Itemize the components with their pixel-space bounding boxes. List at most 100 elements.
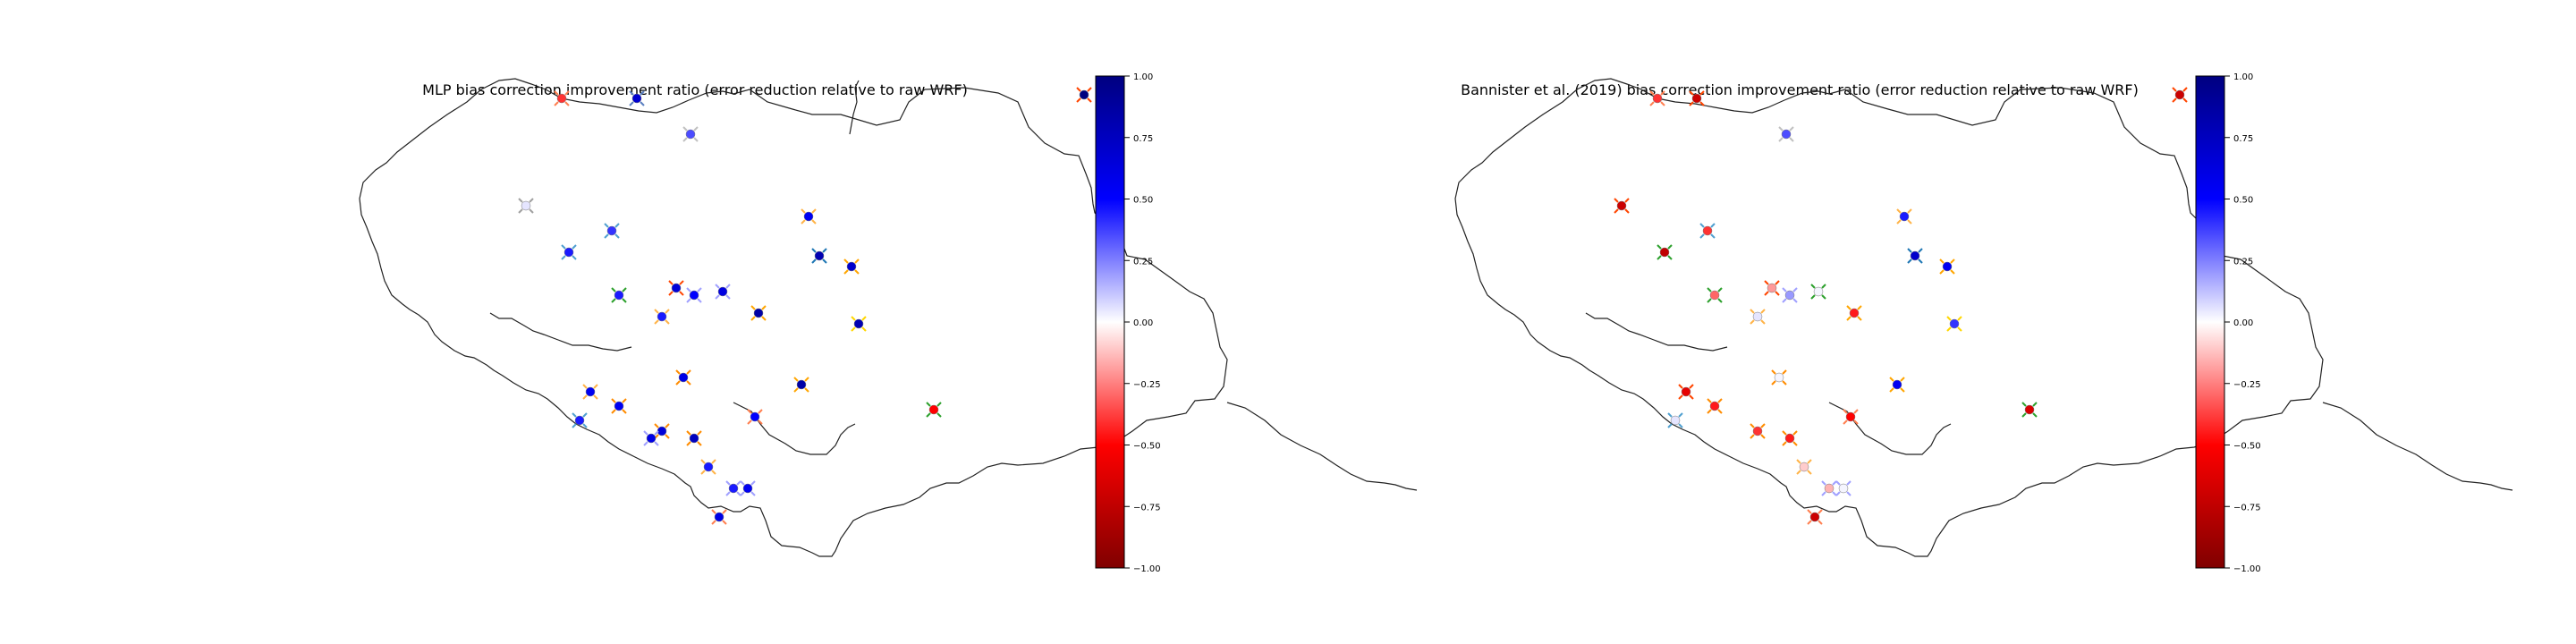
mlp-station-marker bbox=[811, 219, 817, 225]
bannister-colorbar-gradient bbox=[2195, 75, 2225, 569]
mlp-station-point bbox=[750, 411, 760, 422]
bannister-station-marker bbox=[1707, 398, 1712, 403]
bannister-station-16 bbox=[1946, 316, 1962, 332]
mlp-station-marker bbox=[611, 398, 616, 403]
mlp-station-marker bbox=[518, 208, 523, 214]
bannister-station-marker bbox=[1796, 459, 1801, 464]
mlp-station-24 bbox=[643, 430, 659, 446]
mlp-station-marker bbox=[750, 316, 756, 321]
bannister-station-marker bbox=[1699, 101, 1705, 106]
mlp-station-point bbox=[556, 93, 567, 104]
bannister-station-marker bbox=[1649, 101, 1655, 106]
bannister-station-marker bbox=[1939, 258, 1945, 264]
mlp-station-marker bbox=[750, 480, 756, 486]
mlp-station-marker bbox=[693, 126, 699, 131]
bannister-station-marker bbox=[1775, 291, 1780, 296]
mlp-station-marker bbox=[747, 419, 752, 425]
mlp-station-marker bbox=[629, 90, 634, 96]
bannister-station-14 bbox=[1846, 305, 1862, 321]
bannister-station-marker bbox=[1821, 284, 1826, 289]
bannister-station-marker bbox=[1614, 198, 1619, 203]
mlp-station-marker bbox=[654, 319, 659, 325]
bannister-station-point bbox=[1784, 290, 1795, 301]
mlp-colorbar-tick-label: 0.75 bbox=[1133, 134, 1153, 144]
mlp-station-marker bbox=[582, 394, 588, 400]
bannister-station-marker bbox=[1660, 90, 1665, 96]
mlp-station-marker bbox=[804, 377, 809, 382]
mlp-station-marker bbox=[682, 126, 688, 131]
bannister-station-marker bbox=[1707, 287, 1712, 292]
mlp-station-30 bbox=[711, 509, 727, 525]
bannister-station-marker bbox=[1857, 316, 1862, 321]
mlp-station-point bbox=[685, 129, 696, 140]
mlp-station-marker bbox=[700, 459, 706, 464]
bannister-station-marker bbox=[1896, 219, 1902, 225]
bannister-station-marker bbox=[1792, 298, 1798, 303]
bannister-station-point bbox=[1849, 308, 1860, 318]
mlp-station-26 bbox=[926, 402, 942, 418]
mlp-station-25 bbox=[686, 430, 702, 446]
bannister-station-marker bbox=[1764, 291, 1769, 296]
mlp-station-marker bbox=[801, 208, 806, 214]
mlp-station-marker bbox=[622, 409, 627, 414]
bannister-station-marker bbox=[1750, 309, 1755, 314]
bannister-station-marker bbox=[1807, 509, 1812, 514]
mlp-station-marker bbox=[679, 280, 684, 285]
bannister-station-8 bbox=[1907, 248, 1923, 264]
bannister-station-18 bbox=[1889, 377, 1905, 393]
mlp-station-17 bbox=[675, 369, 691, 386]
bannister-station-marker bbox=[1717, 287, 1723, 292]
bannister-station-marker bbox=[1789, 126, 1794, 131]
mlp-station-point bbox=[717, 286, 728, 297]
bannister-station-2 bbox=[1689, 90, 1705, 106]
bannister-station-marker bbox=[1907, 258, 1912, 264]
bannister-station-5 bbox=[1657, 244, 1673, 260]
mlp-station-21 bbox=[572, 412, 588, 428]
bannister-station-marker bbox=[1667, 423, 1673, 428]
mlp-station-marker bbox=[700, 470, 706, 475]
bannister-station-marker bbox=[1717, 409, 1723, 414]
mlp-station-marker bbox=[654, 423, 659, 428]
mlp-station-marker bbox=[686, 369, 691, 375]
bannister-station-point bbox=[1691, 93, 1702, 104]
bannister-station-point bbox=[2174, 89, 2185, 100]
mlp-station-11 bbox=[668, 280, 684, 296]
bannister-station-marker bbox=[1818, 509, 1823, 514]
mlp-station-marker bbox=[582, 423, 588, 428]
bannister-station-marker bbox=[1946, 326, 1952, 332]
mlp-station-marker bbox=[572, 412, 577, 418]
mlp-station-marker bbox=[697, 298, 702, 303]
bannister-station-marker bbox=[2032, 412, 2038, 418]
bannister-station-marker bbox=[1624, 208, 1630, 214]
mlp-station-point bbox=[564, 247, 574, 258]
bannister-station-marker bbox=[1957, 326, 1962, 332]
mlp-colorbar-tick-label: 0.50 bbox=[1133, 196, 1153, 206]
mlp-station-marker bbox=[851, 326, 856, 332]
mlp-station-point bbox=[928, 404, 939, 415]
bannister-station-marker bbox=[1846, 305, 1852, 310]
bannister-station-marker bbox=[1689, 101, 1694, 106]
bannister-colorbar-tick-label: 0.75 bbox=[2233, 134, 2253, 144]
mlp-station-point bbox=[678, 372, 689, 383]
bannister-station-28 bbox=[1835, 480, 1852, 496]
bannister-station-marker bbox=[1782, 369, 1787, 375]
bannister-station-marker bbox=[1678, 423, 1683, 428]
mlp-station-2 bbox=[629, 90, 645, 106]
bannister-station-point bbox=[1781, 129, 1792, 140]
bannister-station-point bbox=[1681, 386, 1691, 397]
mlp-station-1 bbox=[554, 90, 570, 106]
mlp-station-marker bbox=[614, 223, 620, 228]
bannister-station-marker bbox=[1796, 470, 1801, 475]
mlp-station-marker bbox=[811, 208, 817, 214]
mlp-boundary-north bbox=[849, 80, 860, 135]
mlp-station-point bbox=[671, 283, 682, 293]
bannister-station-marker bbox=[1699, 90, 1705, 96]
bannister-station-marker bbox=[1853, 419, 1859, 425]
mlp-station-marker bbox=[758, 409, 763, 414]
mlp-station-marker bbox=[686, 380, 691, 386]
mlp-station-point bbox=[614, 290, 624, 301]
mlp-station-marker bbox=[851, 316, 856, 321]
mlp-station-marker bbox=[643, 430, 648, 436]
bannister-station-7 bbox=[1896, 208, 1912, 225]
bannister-boundary-east bbox=[2322, 402, 2513, 491]
